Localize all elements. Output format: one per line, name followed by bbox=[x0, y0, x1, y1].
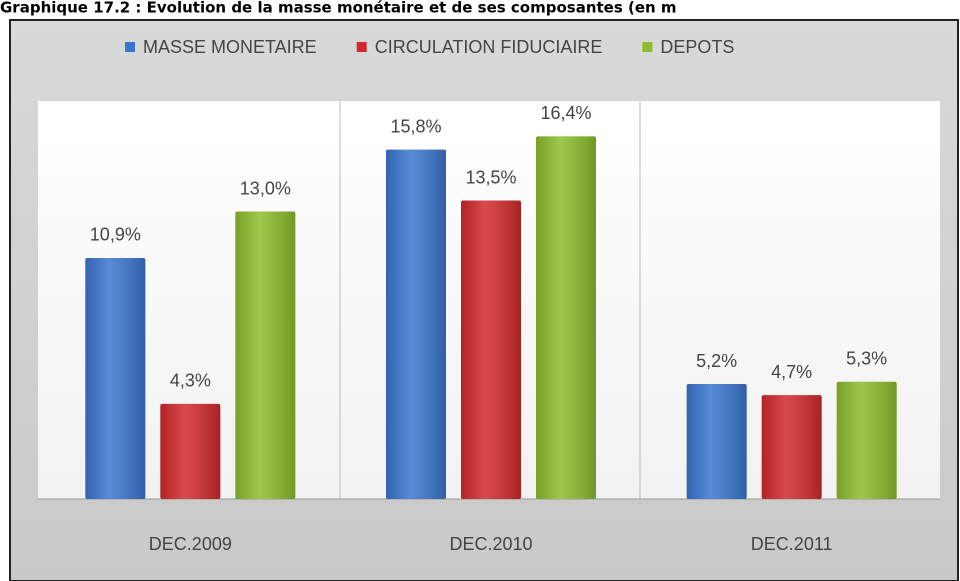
data-label: 13,0% bbox=[240, 178, 291, 198]
data-label: 15,8% bbox=[390, 116, 441, 136]
legend-swatch bbox=[125, 42, 135, 52]
bar bbox=[461, 200, 521, 499]
bar bbox=[160, 403, 221, 499]
data-label: 4,7% bbox=[771, 362, 812, 382]
bar bbox=[85, 257, 146, 499]
legend-label: CIRCULATION FIDUCIAIRE bbox=[375, 37, 603, 57]
bar bbox=[386, 149, 446, 499]
bar bbox=[761, 395, 822, 499]
data-label: 4,3% bbox=[170, 371, 211, 391]
data-label: 16,4% bbox=[540, 103, 591, 123]
data-label: 10,9% bbox=[90, 225, 141, 245]
data-label: 5,2% bbox=[696, 351, 737, 371]
x-tick-label: DEC.2010 bbox=[449, 534, 532, 554]
chart-title: Graphique 17.2 : Evolution de la masse m… bbox=[0, 0, 677, 17]
x-tick-label: DEC.2009 bbox=[149, 534, 232, 554]
bar bbox=[686, 384, 747, 499]
legend-label: MASSE MONETAIRE bbox=[143, 37, 317, 57]
bar bbox=[235, 211, 296, 500]
data-label: 13,5% bbox=[465, 167, 516, 187]
bar bbox=[836, 381, 897, 499]
legend-swatch bbox=[356, 42, 367, 52]
bar bbox=[536, 136, 596, 499]
data-label: 5,3% bbox=[846, 349, 887, 369]
legend-label: DEPOTS bbox=[660, 37, 734, 57]
legend-swatch bbox=[642, 42, 653, 52]
x-tick-label: DEC.2011 bbox=[751, 534, 833, 554]
